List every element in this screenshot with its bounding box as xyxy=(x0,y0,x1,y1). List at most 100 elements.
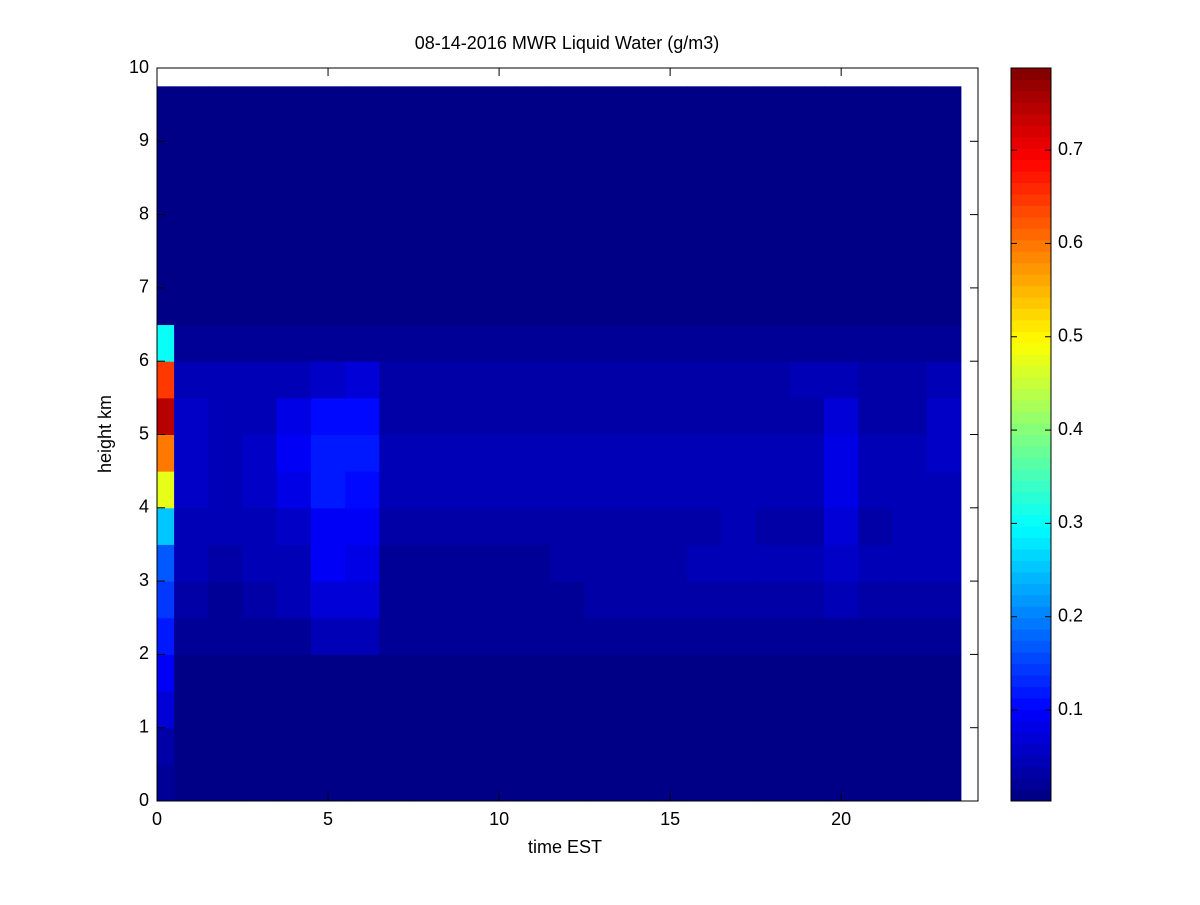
heatmap-cell xyxy=(755,617,791,655)
colorbar-swatch xyxy=(1011,583,1051,596)
heatmap-cell xyxy=(550,691,586,729)
heatmap-cell xyxy=(687,507,722,545)
heatmap-cell xyxy=(584,544,620,582)
heatmap-cell xyxy=(618,544,654,582)
colorbar-swatch xyxy=(1011,148,1051,161)
heatmap-cell xyxy=(926,727,962,765)
heatmap-cell xyxy=(242,397,278,435)
heatmap-cell xyxy=(447,764,483,802)
heatmap-cell xyxy=(242,691,278,729)
heatmap-cell xyxy=(721,324,757,362)
colorbar-swatch xyxy=(1011,354,1051,367)
colorbar-swatch xyxy=(1011,697,1051,710)
x-tick-label: 5 xyxy=(323,809,333,829)
heatmap-cell xyxy=(310,86,346,326)
colorbar-swatch xyxy=(1011,514,1051,527)
heatmap-cell xyxy=(721,581,757,619)
x-tick-label: 20 xyxy=(831,809,851,829)
heatmap-cell xyxy=(345,507,380,545)
heatmap-cell xyxy=(276,324,312,362)
heatmap-cell xyxy=(345,727,380,765)
heatmap-cell xyxy=(157,86,175,326)
heatmap-cell xyxy=(174,654,209,692)
colorbar-swatch xyxy=(1011,90,1051,103)
heatmap-cell xyxy=(276,764,312,802)
heatmap-cell xyxy=(310,727,346,765)
colorbar-swatch xyxy=(1011,113,1051,126)
heatmap-cell xyxy=(481,581,517,619)
heatmap-cell xyxy=(379,544,415,582)
heatmap-cell xyxy=(481,727,517,765)
heatmap-cell xyxy=(789,397,825,435)
heatmap-cell xyxy=(892,397,928,435)
heatmap-cell xyxy=(208,581,244,619)
colorbar-swatch xyxy=(1011,102,1051,115)
heatmap-cell xyxy=(618,361,654,399)
heatmap-cell xyxy=(310,507,346,545)
heatmap-cell xyxy=(157,544,175,582)
heatmap-cell xyxy=(447,471,483,509)
colorbar-swatch xyxy=(1011,251,1051,264)
heatmap-cell xyxy=(157,507,175,545)
heatmap-cell xyxy=(242,324,278,362)
heatmap-cell xyxy=(447,727,483,765)
heatmap-cell xyxy=(926,86,962,326)
heatmap-cell xyxy=(618,434,654,472)
heatmap-cell xyxy=(892,507,928,545)
heatmap-cell xyxy=(481,507,517,545)
colorbar-swatch xyxy=(1011,205,1051,218)
heatmap-cell xyxy=(345,361,380,399)
x-tick-label: 15 xyxy=(660,809,680,829)
heatmap-cell xyxy=(310,324,346,362)
heatmap-cell xyxy=(550,324,586,362)
colorbar-swatch xyxy=(1011,79,1051,92)
heatmap-cell xyxy=(687,691,722,729)
heatmap-cell xyxy=(550,86,586,326)
heatmap-cell xyxy=(755,324,791,362)
axes: 0 5 10 15 20 0 1 2 3 4 5 6 7 8 9 10 0.1 0.2 0.3 0.4 0.5 0.6 0.… xyxy=(129,57,1083,829)
heatmap-cell xyxy=(345,324,380,362)
heatmap-cell xyxy=(584,361,620,399)
heatmap-cell xyxy=(379,86,415,326)
heatmap-cell xyxy=(721,86,757,326)
colorbar-swatch xyxy=(1011,663,1051,676)
heatmap-cell xyxy=(447,617,483,655)
colorbar-swatch xyxy=(1011,216,1051,229)
heatmap-cell xyxy=(926,691,962,729)
colorbar-swatch xyxy=(1011,331,1051,344)
heatmap-cell xyxy=(174,324,209,362)
heatmap-cell xyxy=(653,691,688,729)
colorbar-tick-label: 0.2 xyxy=(1058,605,1083,625)
heatmap-cell xyxy=(379,471,415,509)
heatmap-cell xyxy=(516,581,551,619)
heatmap-cell xyxy=(242,361,278,399)
heatmap-cell xyxy=(789,617,825,655)
y-tick-label: 6 xyxy=(139,350,149,370)
colorbar-swatch xyxy=(1011,686,1051,699)
heatmap-cell xyxy=(687,361,722,399)
heatmap-cell xyxy=(310,544,346,582)
heatmap-cell xyxy=(892,654,928,692)
heatmap-cell xyxy=(516,727,551,765)
heatmap-cell xyxy=(413,397,449,435)
y-tick-label: 0 xyxy=(139,790,149,810)
heatmap-cell xyxy=(379,691,415,729)
colorbar-tick-label: 0.6 xyxy=(1058,232,1083,252)
heatmap-cell xyxy=(481,324,517,362)
heatmap-cell xyxy=(584,581,620,619)
heatmap-cell xyxy=(174,581,209,619)
heatmap-cell xyxy=(824,691,859,729)
heatmap-cell xyxy=(310,397,346,435)
heatmap-cell xyxy=(481,397,517,435)
heatmap-cell xyxy=(755,86,791,326)
heatmap-cell xyxy=(481,471,517,509)
heatmap-cell xyxy=(413,361,449,399)
heatmap-cell xyxy=(721,361,757,399)
heatmap-cell xyxy=(789,361,825,399)
heatmap-cell xyxy=(653,544,688,582)
colorbar-swatch xyxy=(1011,732,1051,745)
heatmap-cell xyxy=(653,434,688,472)
heatmap-cell xyxy=(721,544,757,582)
heatmap-cell xyxy=(379,397,415,435)
